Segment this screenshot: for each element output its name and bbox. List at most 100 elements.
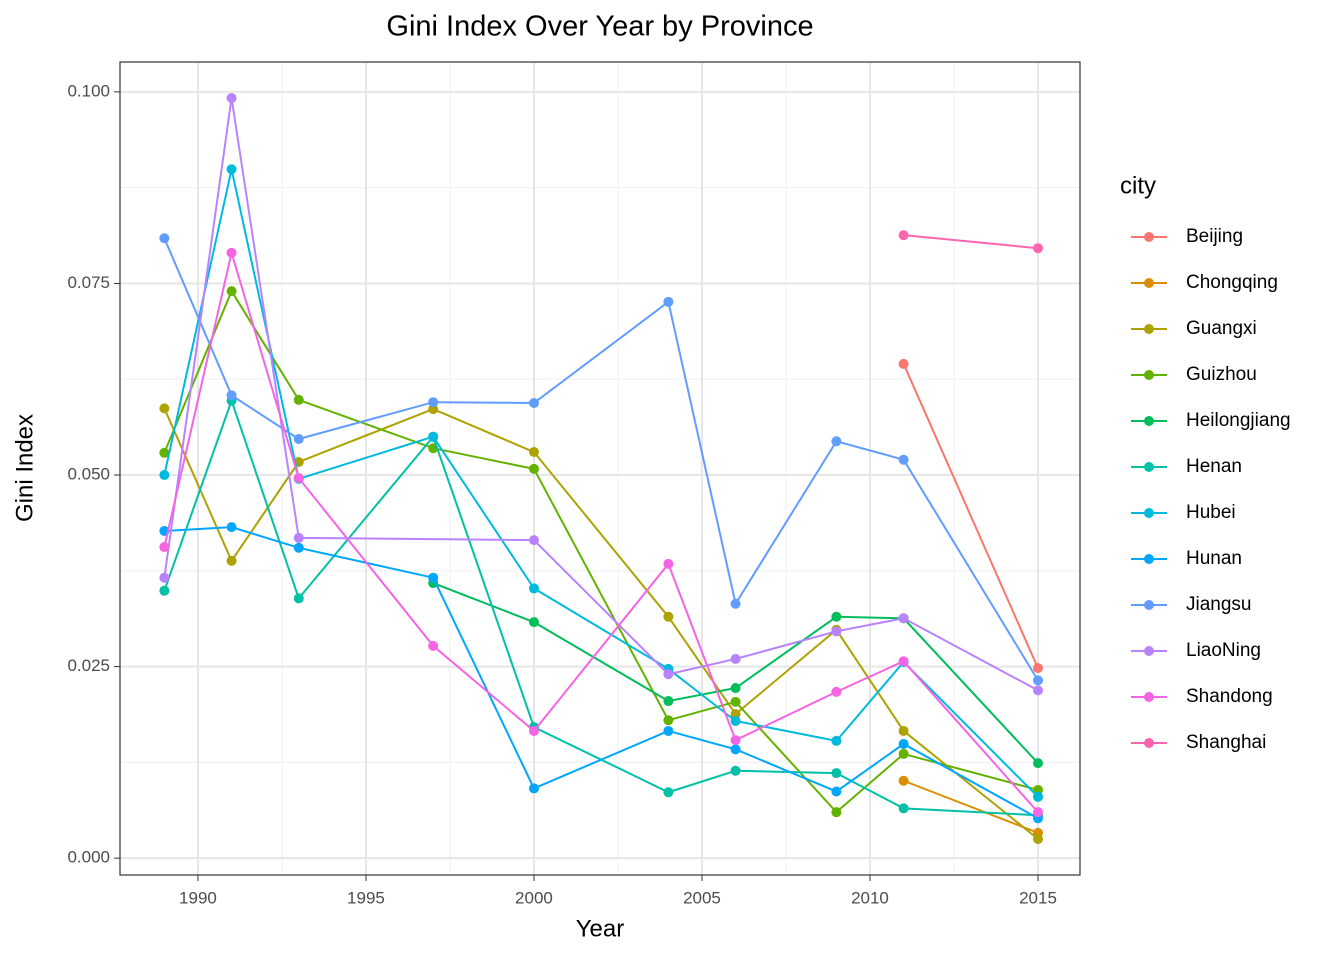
data-point [898, 738, 909, 749]
data-point [528, 447, 539, 458]
data-point [663, 611, 674, 622]
y-tick-label: 0.050 [67, 464, 110, 483]
data-point [663, 696, 674, 707]
legend-key-point [1144, 232, 1154, 242]
data-point [663, 296, 674, 307]
x-tick-label: 2000 [515, 888, 553, 907]
y-axis-label: Gini Index [11, 414, 38, 522]
data-point [663, 669, 674, 680]
series-line [163, 288, 1039, 814]
data-point [730, 696, 741, 707]
legend-key-point [1144, 600, 1154, 610]
data-point [1032, 243, 1043, 254]
legend-key-point [1144, 508, 1154, 518]
data-point [898, 358, 909, 369]
data-point [663, 725, 674, 736]
legend-label: Chongqing [1186, 272, 1278, 293]
data-point [831, 786, 842, 797]
data-point [528, 725, 539, 736]
data-point [663, 715, 674, 726]
legend-key-point [1144, 462, 1154, 472]
legend-key-point [1144, 692, 1154, 702]
series-line [164, 526, 1039, 820]
data-point [428, 572, 439, 583]
legend-label: Beijing [1186, 226, 1243, 247]
data-point [831, 807, 842, 818]
data-point [898, 748, 909, 759]
data-point [730, 683, 741, 694]
data-point [528, 583, 539, 594]
series-line [163, 248, 1039, 813]
data-point [226, 93, 237, 104]
y-tick-label: 0.075 [67, 273, 110, 292]
series-line [903, 234, 1039, 250]
data-point [831, 735, 842, 746]
data-point [428, 431, 439, 442]
series-line [902, 363, 1039, 669]
data-point [528, 397, 539, 408]
data-point [1032, 833, 1043, 844]
x-tick-label: 2015 [1019, 888, 1057, 907]
data-point [730, 715, 741, 726]
y-tick-label: 0.025 [67, 656, 110, 675]
data-point [1032, 675, 1043, 686]
data-point [1032, 758, 1043, 769]
data-point [293, 593, 304, 604]
data-point [730, 709, 741, 720]
legend-label: Jiangsu [1186, 594, 1252, 615]
legend-label: Heilongjiang [1186, 410, 1291, 431]
legend-key-point [1144, 324, 1154, 334]
series-line [163, 237, 1039, 681]
data-point [1032, 807, 1043, 818]
data-point [159, 542, 170, 553]
x-tick-label: 1995 [347, 888, 385, 907]
legend-label: Hubei [1186, 502, 1236, 523]
data-point [226, 286, 237, 297]
data-point [428, 397, 439, 408]
data-point [293, 532, 304, 543]
x-axis-label: Year [576, 915, 625, 942]
data-point [1032, 784, 1043, 795]
data-point [831, 626, 842, 637]
data-point [226, 390, 237, 401]
legend-label: Guangxi [1186, 318, 1257, 339]
series-line [163, 169, 1039, 798]
data-point [831, 611, 842, 622]
data-point [226, 247, 237, 258]
data-point [159, 447, 170, 458]
y-tick-label: 0.100 [67, 81, 110, 100]
data-point [898, 803, 909, 814]
data-point [831, 768, 842, 779]
data-point [898, 230, 909, 241]
data-point [159, 233, 170, 244]
legend-label: Shanghai [1186, 732, 1266, 753]
x-tick-label: 1990 [179, 888, 217, 907]
legend-label: LiaoNing [1186, 640, 1261, 661]
data-point [226, 555, 237, 566]
data-point [831, 686, 842, 697]
data-point [663, 558, 674, 569]
legend-key-point [1144, 738, 1154, 748]
data-point [293, 473, 304, 484]
data-point [293, 542, 304, 553]
legend-key-point [1144, 416, 1154, 426]
legend-key-point [1144, 554, 1154, 564]
data-point [528, 783, 539, 794]
data-point [226, 522, 237, 533]
data-point [730, 735, 741, 746]
data-point [831, 436, 842, 447]
series-line [163, 407, 1039, 840]
data-point [528, 463, 539, 474]
legend-key-point [1144, 278, 1154, 288]
data-point [1032, 791, 1043, 802]
data-point [730, 598, 741, 609]
data-point [528, 535, 539, 546]
legend-label: Henan [1186, 456, 1242, 477]
data-point [898, 613, 909, 624]
data-point [159, 572, 170, 583]
data-point [1032, 685, 1043, 696]
data-point [159, 585, 170, 596]
data-point [663, 787, 674, 798]
